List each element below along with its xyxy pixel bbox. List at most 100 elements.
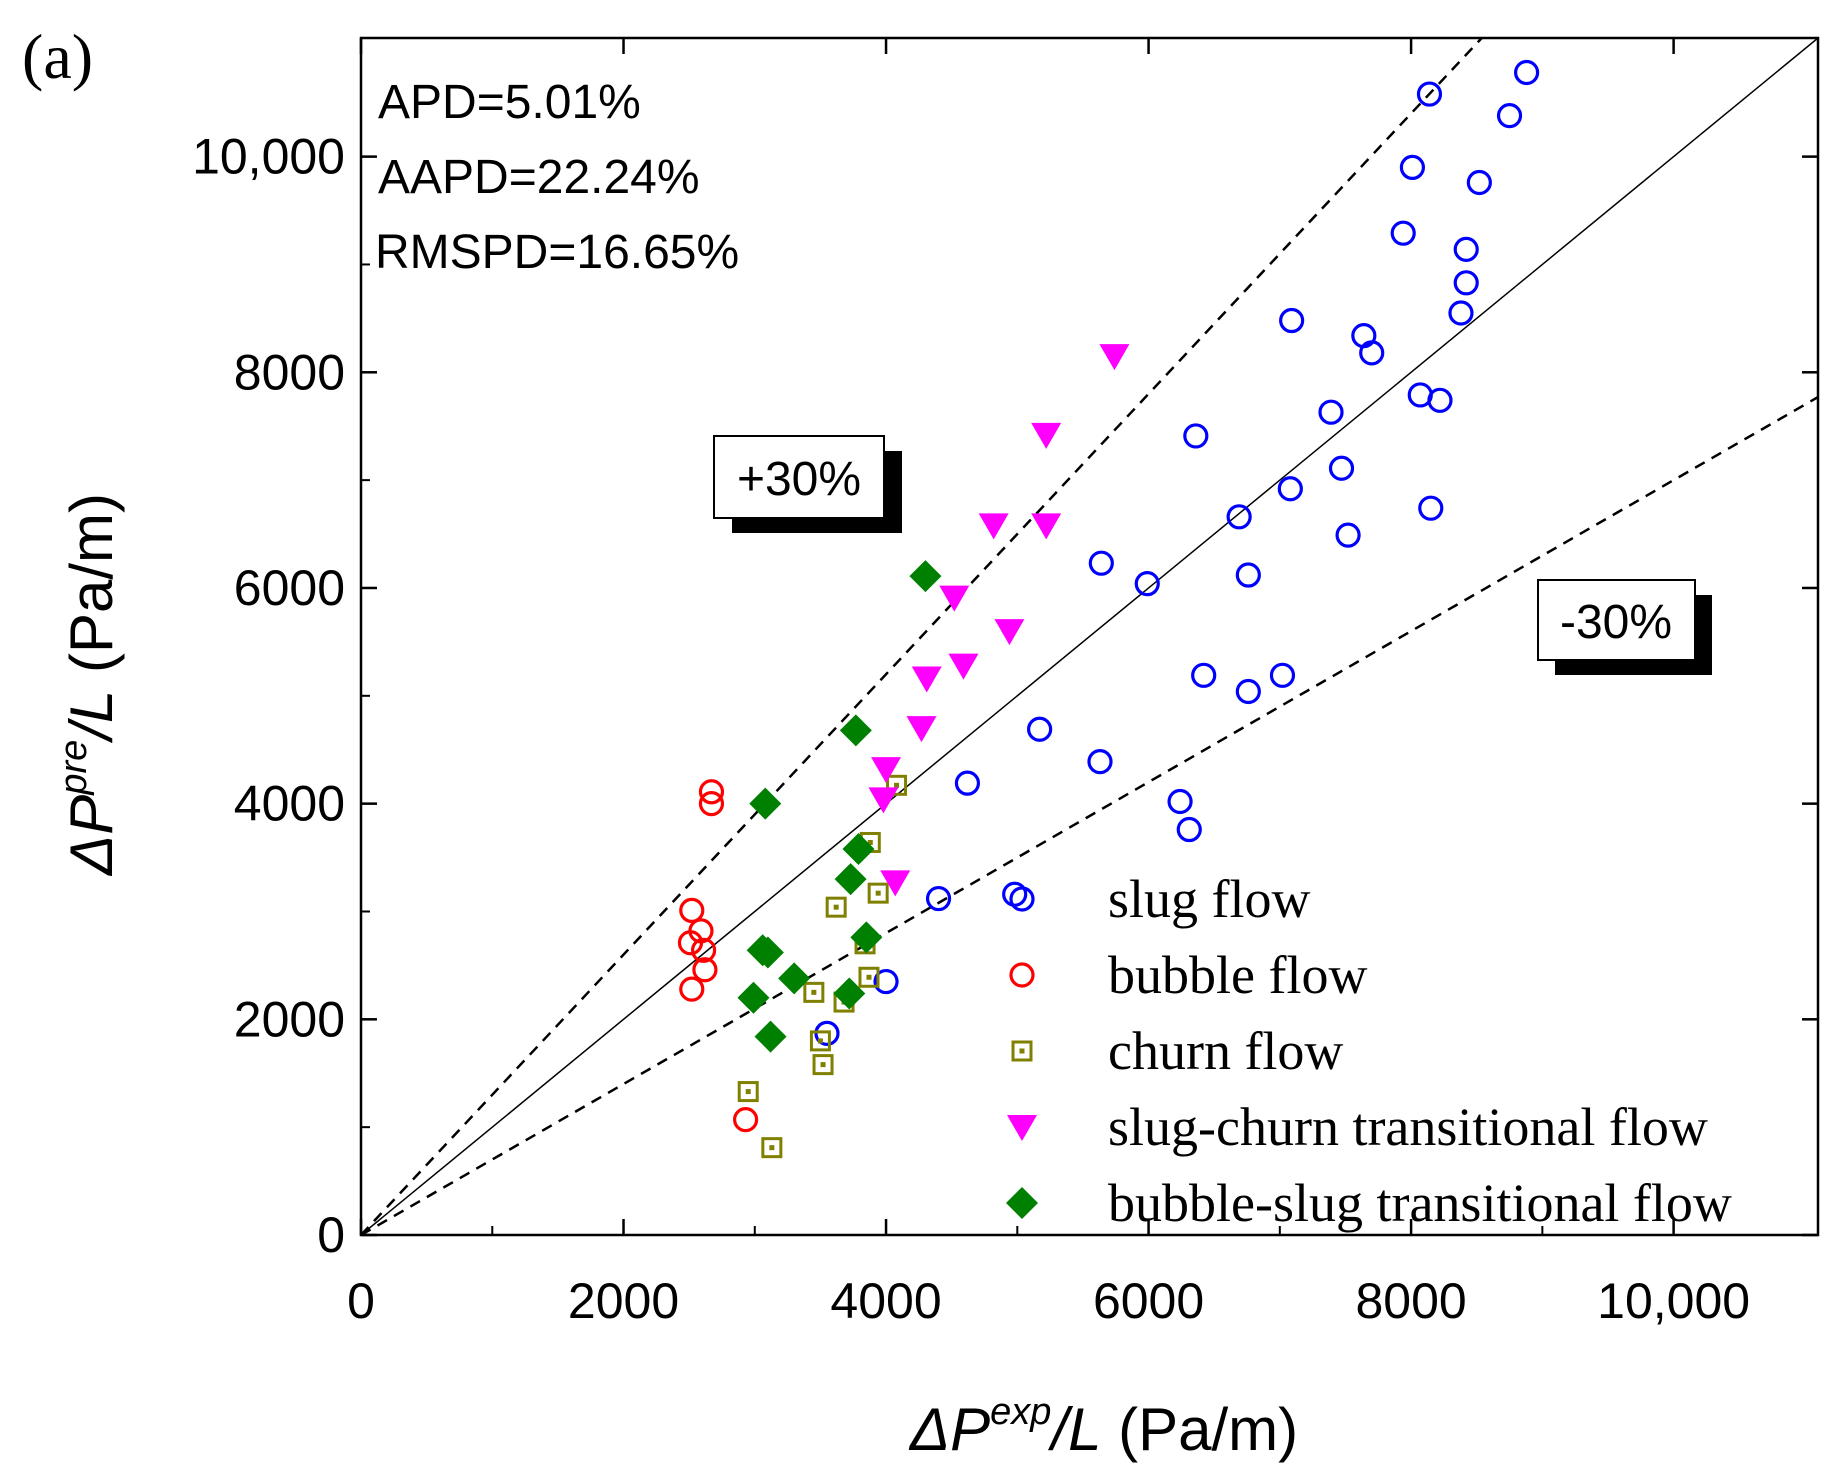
point-bubble-slug-transitional-flow: [833, 977, 866, 1010]
point-slug-flow: [1466, 169, 1492, 196]
point-churn-flow: [737, 1081, 759, 1103]
point-slug-churn-transitional-flow: [1031, 513, 1062, 540]
square-marker-dot: [1019, 1048, 1025, 1054]
point-slug-flow: [1176, 816, 1202, 843]
point-slug-flow: [925, 885, 952, 912]
series-bubble-slug-transitional-flow: [737, 560, 942, 1053]
x-axis-title-sup: exp: [990, 1391, 1051, 1433]
square-marker-dot: [817, 1038, 823, 1044]
point-churn-flow: [886, 774, 908, 796]
stat-aapd: AAPD=22.24%: [378, 151, 700, 204]
legend-label-bubble-flow: bubble flow: [1108, 945, 1367, 1005]
y-axis-ticks: 0 2000 4000 6000 8000 10,000: [192, 129, 1818, 1263]
point-bubble-flow: [698, 779, 725, 805]
point-bubble-slug-transitional-flow: [778, 962, 811, 995]
x-tick-label: 10,000: [1597, 1273, 1750, 1329]
point-slug-churn-transitional-flow: [948, 653, 979, 680]
point-slug-flow: [1416, 81, 1443, 107]
point-slug-flow: [1167, 788, 1193, 815]
point-bubble-slug-transitional-flow: [737, 981, 770, 1014]
point-slug-flow: [1448, 300, 1474, 326]
square-marker-outline: [803, 981, 825, 1003]
point-bubble-slug-transitional-flow: [754, 1020, 787, 1053]
point-churn-flow: [761, 1137, 783, 1159]
square-marker-dot: [769, 1145, 775, 1151]
point-slug-flow: [1088, 550, 1114, 576]
point-slug-churn-transitional-flow: [1099, 344, 1130, 371]
y-tick-label: 10,000: [192, 129, 345, 185]
plus-30-label-box: +30%: [713, 435, 902, 533]
x-axis-title-unit: (Pa/m): [1101, 1396, 1298, 1463]
series-bubble-flow: [677, 779, 759, 1133]
point-slug-flow: [1496, 103, 1523, 129]
plot-frame: [359, 36, 1820, 1237]
square-marker-dot: [875, 890, 881, 896]
point-churn-flow: [812, 1054, 834, 1076]
square-marker-outline: [1011, 1040, 1033, 1062]
reference-lines: [361, 38, 1818, 1235]
point-slug-flow: [1399, 154, 1426, 181]
minus-30-line: [361, 395, 1818, 1235]
point-bubble-flow: [698, 791, 725, 817]
point-slug-flow: [1087, 748, 1113, 775]
point-slug-flow: [1277, 476, 1303, 502]
point-slug-churn-transitional-flow: [994, 619, 1025, 646]
square-marker-dot: [745, 1089, 751, 1095]
legend-marker-slug-flow: [1009, 886, 1035, 912]
point-slug-flow: [1226, 504, 1252, 530]
point-slug-flow: [1453, 236, 1479, 262]
x-tick-label: 2000: [568, 1273, 679, 1329]
point-slug-flow: [1027, 716, 1053, 742]
square-marker-outline: [825, 896, 847, 918]
square-marker-dot: [811, 989, 817, 995]
point-slug-churn-transitional-flow: [1031, 422, 1062, 449]
x-axis-title-prefix: ΔP: [908, 1396, 990, 1463]
y-axis-title-prefix: ΔP: [58, 795, 125, 877]
point-slug-churn-transitional-flow: [906, 716, 937, 743]
plus-30-line: [361, 38, 1484, 1235]
point-bubble-slug-transitional-flow: [850, 921, 883, 954]
legend-label-slug-flow: slug flow: [1108, 869, 1311, 929]
point-bubble-flow: [679, 976, 705, 1002]
square-marker-outline: [886, 774, 908, 796]
point-slug-flow: [954, 770, 981, 796]
point-bubble-flow: [690, 937, 717, 963]
point-slug-flow: [1191, 662, 1217, 688]
point-churn-flow: [809, 1030, 831, 1052]
legend-marker-bubble-slug-transitional-flow: [1006, 1187, 1038, 1219]
legend-label-churn-flow: churn flow: [1108, 1021, 1343, 1081]
stat-rmspd: RMSPD=16.65%: [375, 226, 739, 279]
x-axis-ticks: 0 2000 4000 6000 8000 10,000: [347, 38, 1750, 1329]
point-slug-flow: [1328, 455, 1355, 481]
series-slug-churn-transitional-flow: [868, 344, 1130, 897]
point-slug-flow: [1427, 387, 1453, 413]
point-slug-flow: [1235, 678, 1261, 705]
point-slug-churn-transitional-flow: [939, 585, 970, 612]
point-churn-flow: [803, 981, 825, 1003]
point-bubble-slug-transitional-flow: [842, 832, 875, 865]
point-slug-flow: [1418, 495, 1444, 521]
square-marker-outline: [737, 1081, 759, 1103]
y-tick-label: 6000: [234, 560, 345, 616]
point-slug-churn-transitional-flow: [871, 757, 902, 784]
point-bubble-slug-transitional-flow: [749, 787, 782, 820]
x-axis-title-suffix: /L: [1047, 1396, 1101, 1463]
square-marker-outline: [812, 1054, 834, 1076]
point-slug-flow: [1235, 562, 1261, 588]
point-slug-churn-transitional-flow: [911, 666, 942, 693]
x-tick-label: 6000: [1093, 1273, 1204, 1329]
y-tick-label: 2000: [234, 991, 345, 1047]
legend-label-bubble-slug-flow: bubble-slug transitional flow: [1108, 1173, 1732, 1233]
point-churn-flow: [858, 966, 880, 988]
y-axis-title-unit: (Pa/m): [58, 493, 125, 690]
point-bubble-slug-transitional-flow: [909, 560, 942, 593]
point-slug-flow: [1390, 220, 1416, 246]
point-bubble-flow: [692, 957, 718, 983]
point-bubble-slug-transitional-flow: [751, 936, 784, 969]
point-slug-flow: [873, 968, 899, 995]
y-axis-title: ΔPpre/L (Pa/m): [53, 493, 125, 877]
stat-apd: APD=5.01%: [378, 76, 641, 129]
point-bubble-slug-transitional-flow: [839, 714, 872, 747]
point-bubble-flow: [679, 897, 705, 924]
